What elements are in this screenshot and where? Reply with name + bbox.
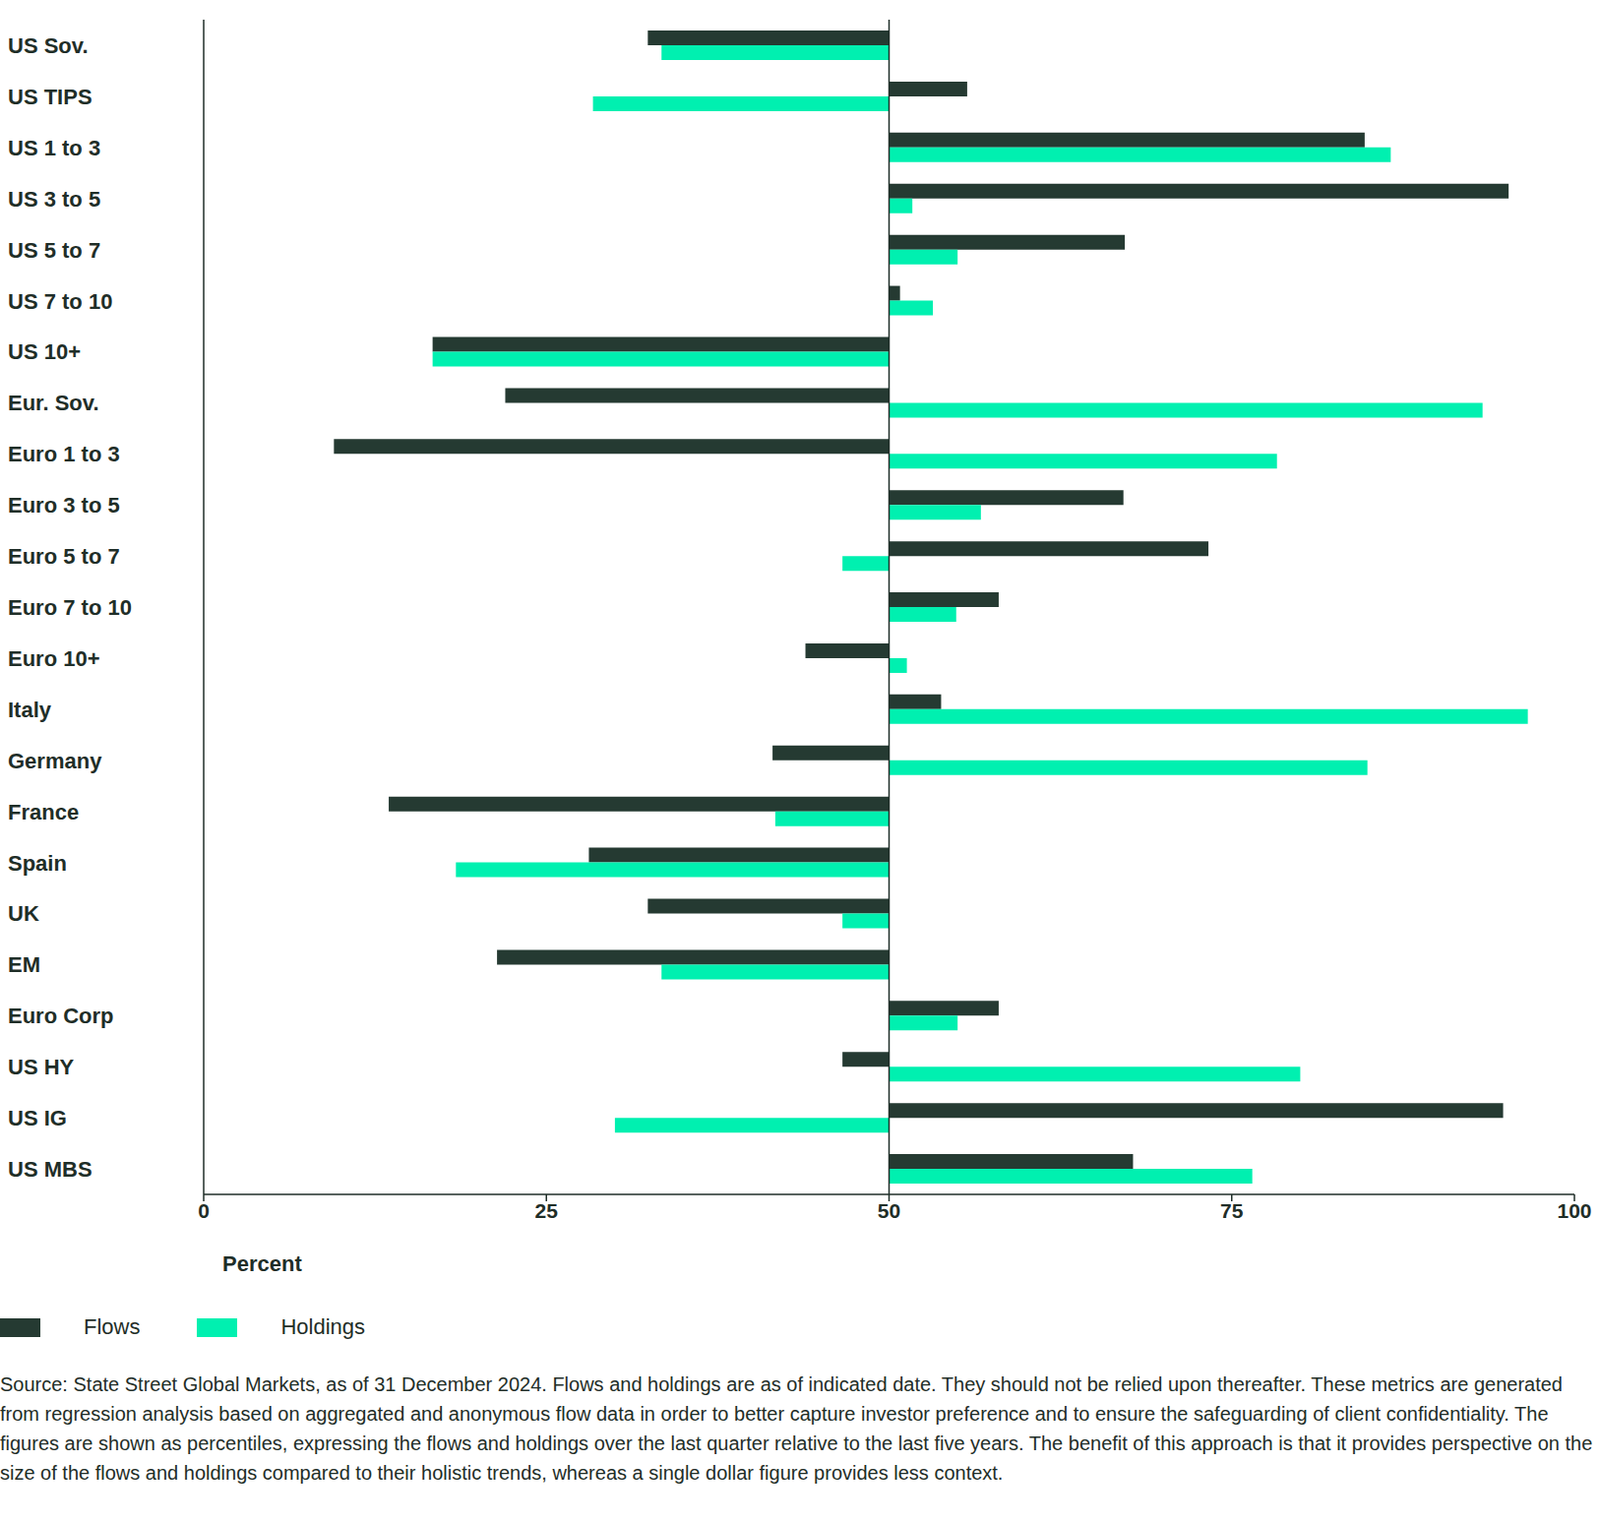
svg-text:US MBS: US MBS: [7, 1157, 93, 1182]
svg-text:0: 0: [197, 1199, 210, 1223]
svg-text:25: 25: [535, 1199, 559, 1223]
svg-text:US 3 to 5: US 3 to 5: [7, 186, 101, 212]
svg-text:Euro Corp: Euro Corp: [7, 1003, 115, 1029]
svg-text:100: 100: [1556, 1199, 1592, 1223]
svg-text:Spain: Spain: [7, 851, 67, 876]
svg-text:US 7 to 10: US 7 to 10: [7, 289, 113, 314]
svg-text:US 1 to 3: US 1 to 3: [7, 135, 101, 161]
html-text:Holdings: Holdings: [280, 1314, 366, 1340]
html-text:Percent: Percent: [222, 1251, 302, 1277]
svg-text:75: 75: [1220, 1199, 1244, 1223]
svg-text:Euro 7 to 10: Euro 7 to 10: [7, 595, 132, 620]
svg-text:US IG: US IG: [7, 1106, 67, 1131]
svg-text:Euro 5 to 7: Euro 5 to 7: [7, 544, 121, 569]
svg-text:US HY: US HY: [7, 1054, 75, 1080]
svg-text:Germany: Germany: [7, 748, 103, 774]
svg-text:UK: UK: [7, 901, 40, 926]
svg-text:US 5 to 7: US 5 to 7: [7, 238, 101, 263]
svg-text:Italy: Italy: [7, 697, 53, 723]
svg-text:Euro 10+: Euro 10+: [7, 646, 101, 672]
html-text:Flows: Flows: [83, 1314, 141, 1340]
svg-text:US Sov.: US Sov.: [7, 33, 89, 59]
svg-text:Eur. Sov.: Eur. Sov.: [7, 390, 100, 416]
svg-text:US TIPS: US TIPS: [7, 84, 93, 110]
svg-text:France: France: [7, 800, 79, 825]
html-text:Source: State Street Global Ma: Source: State Street Global Markets, as …: [0, 1373, 1593, 1484]
svg-text:50: 50: [877, 1199, 901, 1223]
svg-text:US 10+: US 10+: [7, 339, 81, 365]
svg-text:EM: EM: [7, 952, 41, 978]
svg-text:Euro 3 to 5: Euro 3 to 5: [7, 492, 121, 518]
svg-text:Euro 1 to 3: Euro 1 to 3: [7, 441, 121, 467]
